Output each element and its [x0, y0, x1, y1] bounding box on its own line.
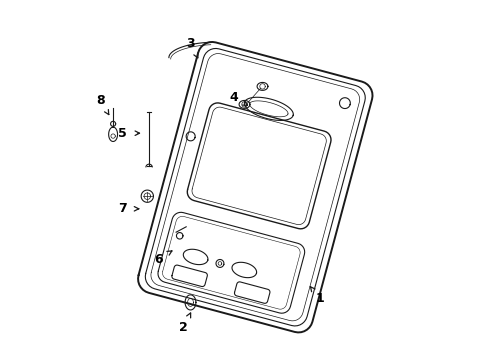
Text: 4: 4: [229, 91, 238, 104]
Text: 3: 3: [186, 37, 194, 50]
Text: 5: 5: [118, 127, 126, 140]
Text: 6: 6: [153, 253, 162, 266]
Text: 2: 2: [179, 321, 187, 334]
Text: 1: 1: [315, 292, 324, 305]
Text: 7: 7: [118, 202, 126, 215]
Text: 8: 8: [96, 94, 104, 107]
